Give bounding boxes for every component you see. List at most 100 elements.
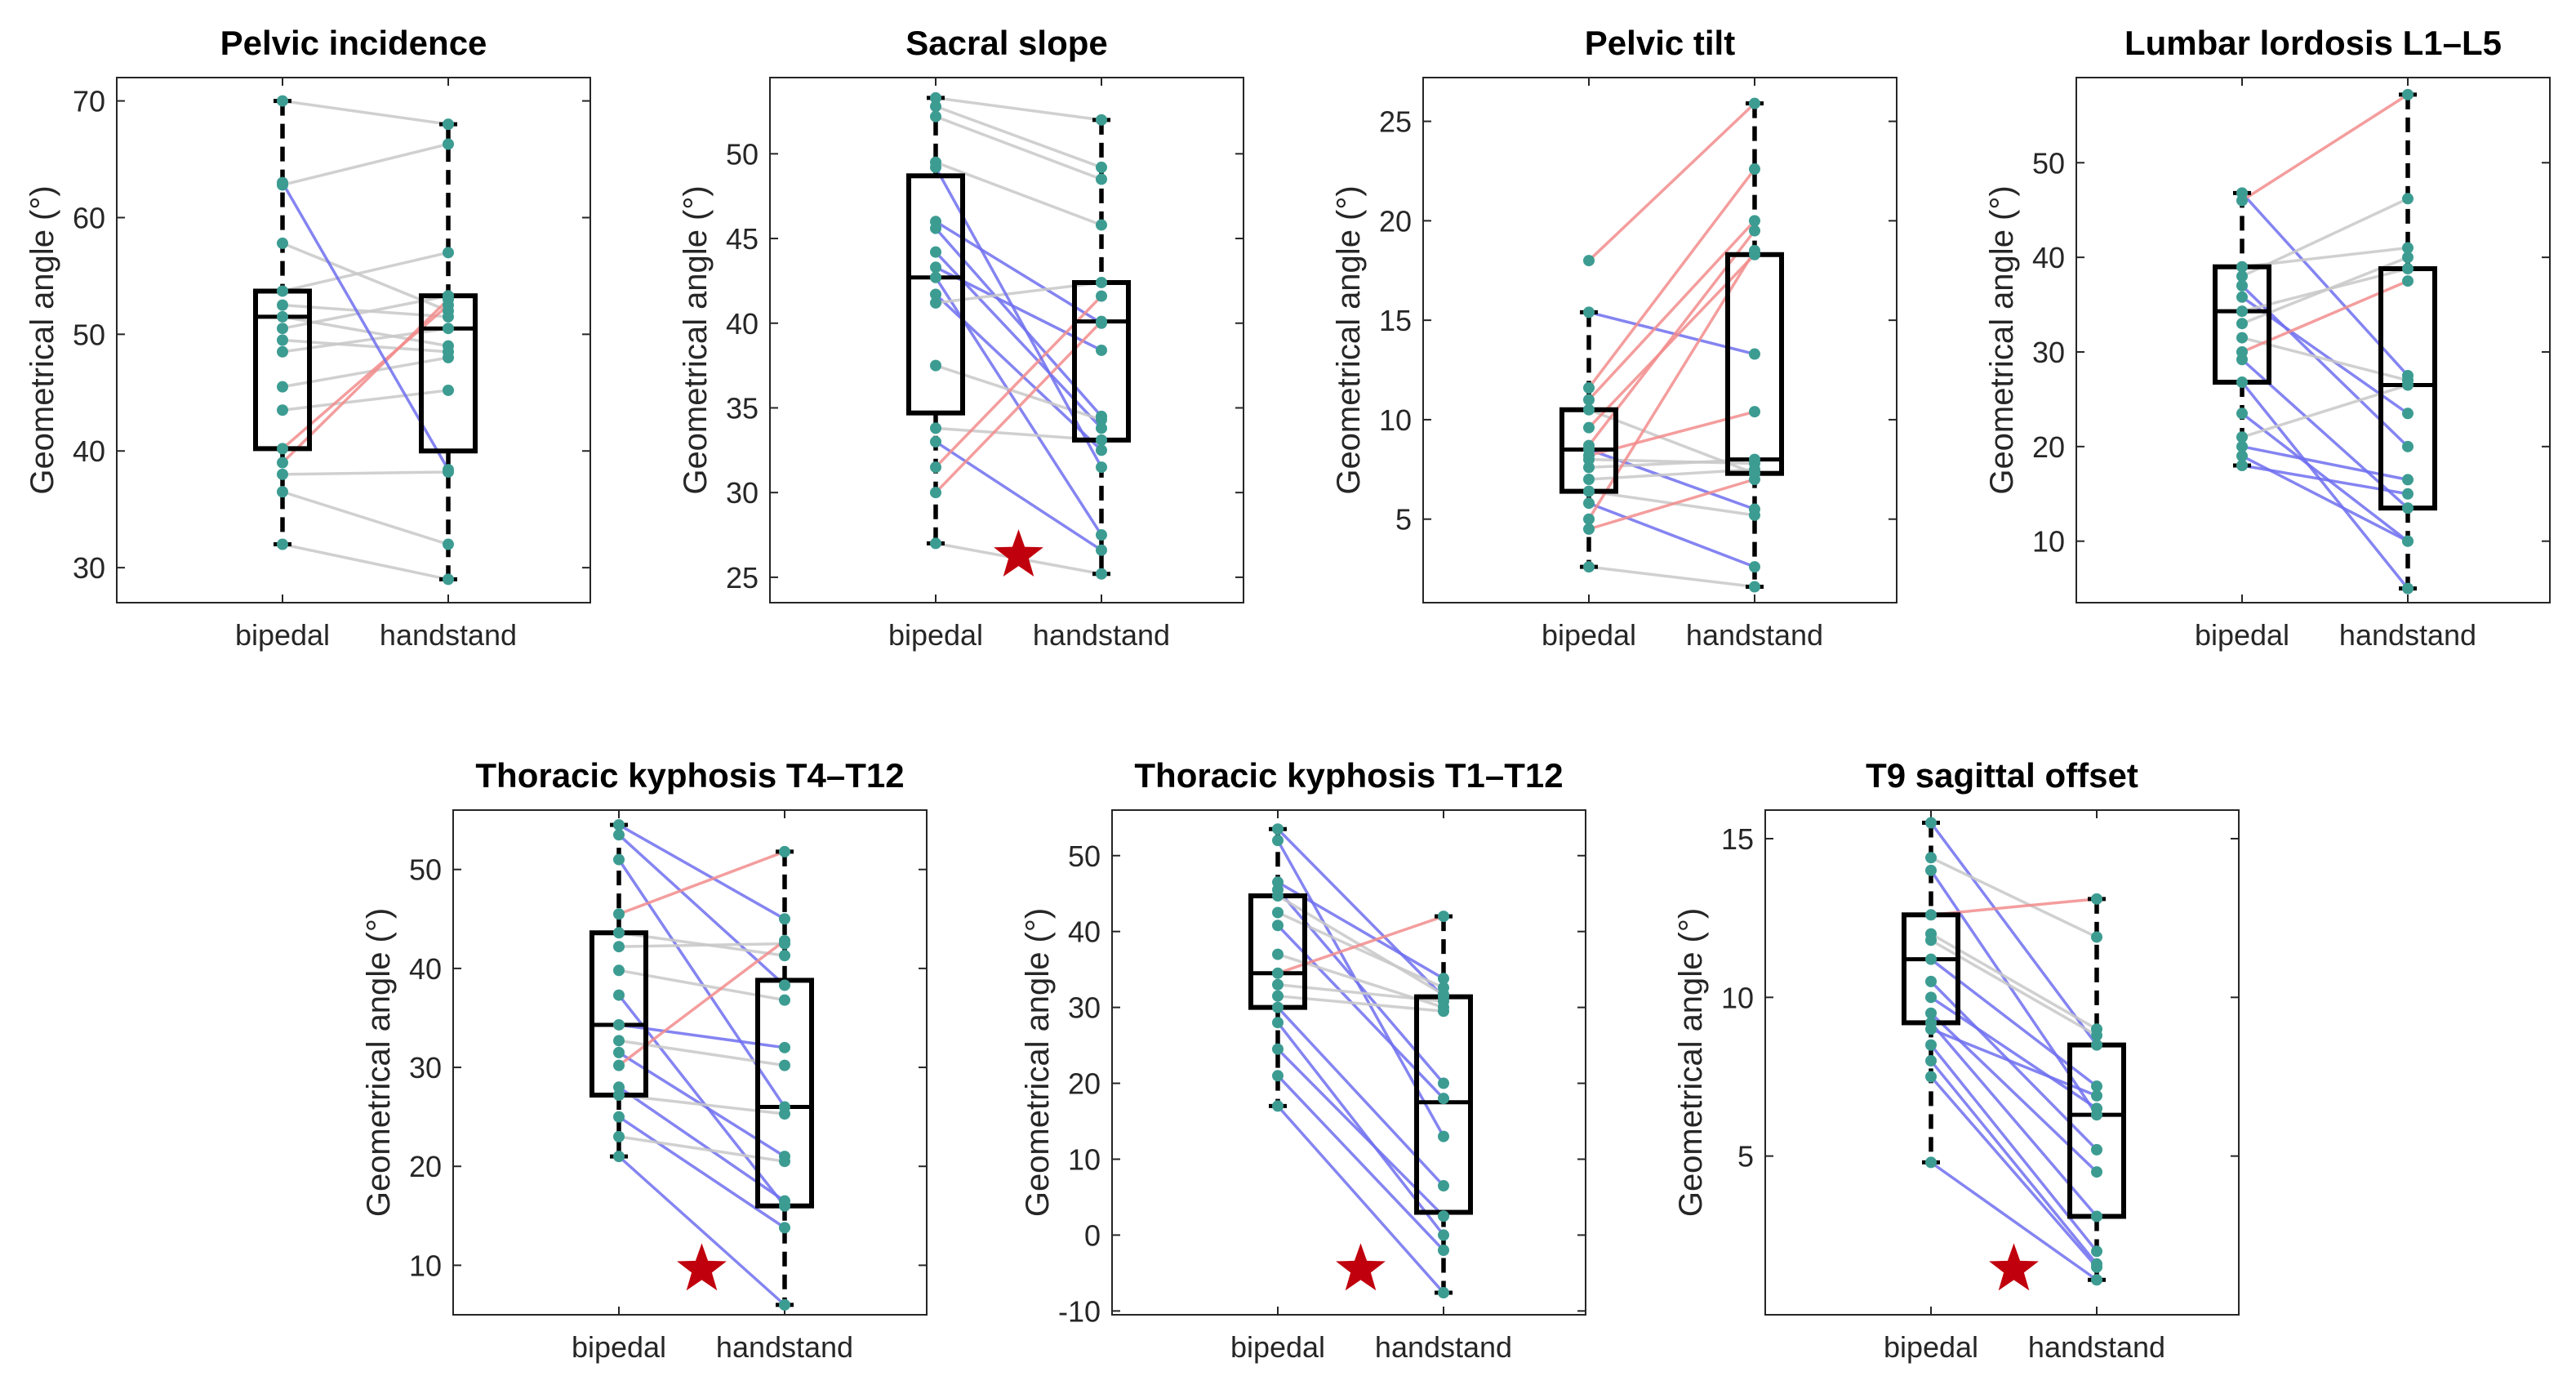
data-point [779,979,790,991]
data-point [613,853,625,866]
data-point [443,384,454,396]
data-point [1925,1156,1937,1169]
data-point [1583,453,1595,465]
data-point [1438,1229,1449,1241]
data-point [613,964,625,977]
data-point [1272,978,1284,991]
data-point [779,1041,790,1053]
x-tick-label-handstand: handstand [2339,618,2476,652]
pair-line-decrease [2240,412,2409,543]
y-tick-label: 40 [2032,241,2065,274]
y-axis-label: Geometrical angle (°) [1673,908,1709,1217]
data-point [1925,909,1937,921]
x-tick-label-handstand: handstand [1686,618,1823,652]
data-point [779,1156,790,1168]
data-point [1096,173,1107,185]
data-point [613,1151,625,1163]
data-point [2091,893,2102,905]
y-tick-label: 15 [1379,304,1412,337]
y-tick-label: 45 [726,222,759,256]
data-point [1925,991,1937,1004]
data-point [2402,502,2414,514]
data-point [443,293,454,305]
data-point [2091,1080,2102,1093]
data-point [779,1059,790,1071]
pair-line-none [282,490,449,546]
data-point [930,435,941,448]
y-tick-label: 10 [1068,1142,1101,1176]
y-tick-label: 35 [726,391,759,425]
data-point [1925,864,1937,876]
y-tick-label: 50 [409,853,442,887]
x-tick-label-bipedal: bipedal [1542,618,1636,652]
data-point [2091,1089,2102,1102]
panel-1: Pelvic incidence 30 40 50 60 70 bipedal handsta… [24,24,591,652]
x-tick-label-bipedal: bipedal [572,1330,666,1364]
axes-frame [1422,77,1898,603]
y-tick-label: 50 [73,318,105,351]
data-point [1749,561,1760,573]
data-point [1096,461,1107,474]
data-point [1749,225,1760,237]
data-point [930,288,941,301]
data-point [1749,463,1760,475]
y-axis-label: Geometrical angle (°) [361,908,397,1217]
data-point [1583,381,1595,394]
data-point [1272,990,1284,1002]
panel-title: Pelvic tilt [1585,24,1735,62]
data-point [2402,535,2414,547]
pair-line-none [935,115,1102,181]
data-point [2402,582,2414,595]
pair-line-decrease [618,1116,785,1229]
data-point [2091,1029,2102,1041]
data-point [613,908,625,920]
data-point [613,829,625,841]
data-point [277,95,288,107]
y-tick-label: 50 [726,137,759,171]
pair-line-none [935,161,1102,227]
y-tick-label: 40 [73,434,105,468]
axes-frame [1764,809,2240,1316]
panel-title: Thoracic kyphosis T1–T12 [1134,756,1563,795]
data-point [1583,461,1595,474]
data-point [613,1046,625,1058]
data-point [1925,852,1937,864]
data-point [1272,890,1284,902]
axes-frame [769,77,1244,603]
y-tick-label: 15 [1721,822,1754,856]
pair-line-none [935,105,1102,169]
data-point [277,299,288,311]
data-point [1925,1071,1937,1083]
data-point [930,296,941,309]
data-point [2236,431,2248,443]
data-point [2236,261,2248,273]
data-point [2236,291,2248,303]
pair-line-decrease [1276,1075,1445,1252]
axes-frame [116,77,591,603]
data-point [1272,948,1284,960]
data-point [1096,544,1107,556]
x-tick-label-bipedal: bipedal [2195,618,2289,652]
data-point [277,285,288,297]
panel-5: Thoracic kyphosis T4–T12 10 20 30 40 50 bipeda… [361,756,928,1364]
data-point [1925,1007,1937,1019]
significance-star-icon [1989,1243,2039,1291]
data-point [613,1018,625,1031]
data-point [1749,581,1760,593]
panel-3: Pelvic tilt 5 10 15 20 25 bipedal handstand Geom… [1331,24,1898,652]
data-point [2402,275,2414,287]
data-point [1096,422,1107,434]
data-point [1272,1070,1284,1082]
data-point [1583,394,1595,406]
y-tick-label: 20 [409,1150,442,1183]
data-point [2236,376,2248,389]
data-point [443,138,454,150]
data-point [779,1195,790,1207]
y-tick-label: 50 [2032,146,2065,180]
data-point [443,118,454,131]
data-point [930,246,941,258]
data-point [613,941,625,953]
pair-line-none [1930,856,2098,939]
data-point [443,310,454,323]
data-point [2091,1102,2102,1115]
